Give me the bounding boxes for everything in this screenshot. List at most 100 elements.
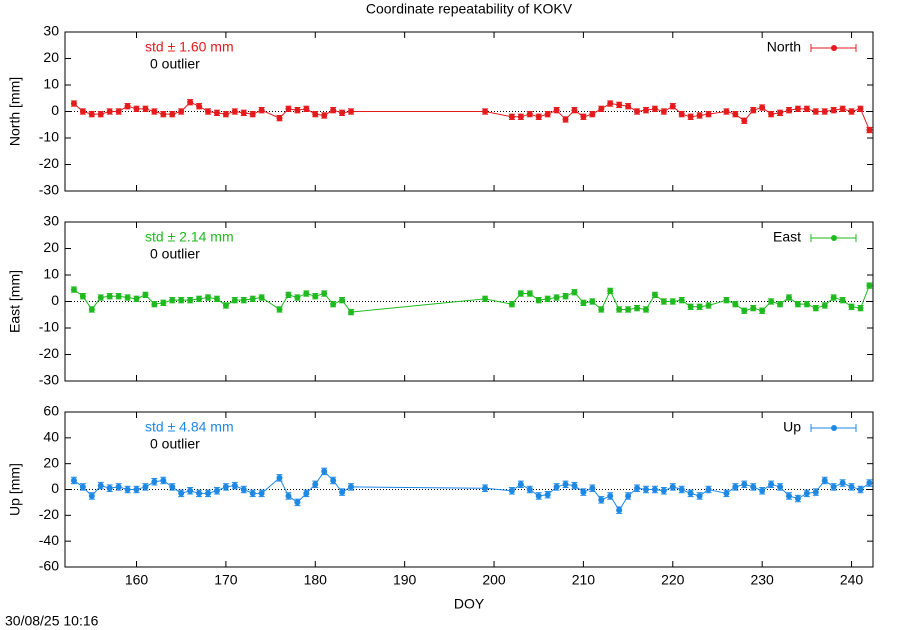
data-point: [133, 295, 140, 302]
data-point: [240, 109, 247, 116]
data-point: [678, 111, 685, 118]
data-point: [544, 491, 551, 498]
outlier-note: 0 outlier: [150, 56, 200, 72]
data-point: [696, 492, 703, 499]
chart-title: Coordinate repeatability of KOKV: [366, 1, 573, 17]
data-point: [660, 487, 667, 494]
y-tick-label: -20: [39, 345, 59, 361]
data-point: [115, 483, 122, 490]
data-point: [660, 108, 667, 115]
data-point: [321, 112, 328, 119]
data-point: [777, 483, 784, 490]
y-tick-label: -30: [39, 182, 59, 198]
data-point: [589, 298, 596, 305]
data-point: [634, 305, 641, 312]
data-point: [535, 492, 542, 499]
data-point: [723, 297, 730, 304]
y-tick-label: 0: [51, 102, 59, 118]
data-point: [625, 306, 632, 313]
legend-label: Up: [783, 419, 801, 435]
data-point: [330, 107, 337, 114]
data-point: [553, 294, 560, 301]
data-point: [482, 108, 489, 115]
data-point: [625, 103, 632, 110]
data-point: [732, 301, 739, 308]
data-point: [249, 111, 256, 118]
data-point: [303, 490, 310, 497]
data-point: [741, 117, 748, 124]
x-tick-label: 180: [304, 572, 328, 588]
data-point: [634, 108, 641, 115]
data-point: [258, 490, 265, 497]
data-point: [678, 486, 685, 493]
data-point: [759, 104, 766, 111]
data-point: [785, 294, 792, 301]
y-tick-label: 10: [43, 76, 59, 92]
data-point: [178, 108, 185, 115]
data-point: [660, 298, 667, 305]
data-point: [732, 483, 739, 490]
data-point: [160, 111, 167, 118]
data-point: [312, 481, 319, 488]
data-point: [205, 108, 212, 115]
data-point: [705, 486, 712, 493]
data-point: [598, 306, 605, 313]
y-tick-label: 0: [51, 480, 59, 496]
data-point: [285, 492, 292, 499]
y-tick-label: 30: [43, 213, 59, 229]
data-point: [526, 486, 533, 493]
data-point: [517, 481, 524, 488]
data-point: [848, 483, 855, 490]
data-point: [285, 105, 292, 112]
data-point: [178, 297, 185, 304]
x-tick-label: 240: [840, 572, 864, 588]
data-point: [642, 306, 649, 313]
data-point: [562, 116, 569, 123]
data-point: [79, 108, 86, 115]
data-point: [785, 107, 792, 114]
data-point: [312, 111, 319, 118]
data-point: [79, 483, 86, 490]
data-point: [741, 481, 748, 488]
data-point: [303, 105, 310, 112]
data-point: [794, 301, 801, 308]
data-point: [79, 293, 86, 300]
data-point: [553, 107, 560, 114]
data-point: [70, 286, 77, 293]
data-point: [678, 297, 685, 304]
data-point: [642, 107, 649, 114]
plot-frame: [64, 411, 874, 568]
data-point: [169, 111, 176, 118]
data-point: [321, 290, 328, 297]
data-point: [196, 103, 203, 110]
data-point: [348, 108, 355, 115]
data-point: [812, 489, 819, 496]
y-tick-label: 30: [43, 23, 59, 39]
annotation: std ± 2.14 mm: [145, 229, 234, 245]
data-point: [750, 107, 757, 114]
x-tick-label: 170: [214, 572, 238, 588]
data-point: [339, 489, 346, 496]
data-point: [124, 294, 131, 301]
data-point: [866, 480, 873, 487]
data-point: [848, 108, 855, 115]
x-tick-label: 160: [125, 572, 149, 588]
data-point: [151, 108, 158, 115]
data-point: [294, 294, 301, 301]
data-point: [213, 487, 220, 494]
data-point: [106, 485, 113, 492]
data-point: [562, 481, 569, 488]
data-point: [705, 111, 712, 118]
y-tick-label: 0: [51, 292, 59, 308]
data-point: [106, 108, 113, 115]
data-point: [544, 111, 551, 118]
data-point: [812, 108, 819, 115]
data-point: [222, 302, 229, 309]
data-point: [213, 109, 220, 116]
y-tick-label: -10: [39, 129, 59, 145]
data-point: [97, 111, 104, 118]
data-point: [88, 492, 95, 499]
outlier-note: 0 outlier: [150, 246, 200, 262]
